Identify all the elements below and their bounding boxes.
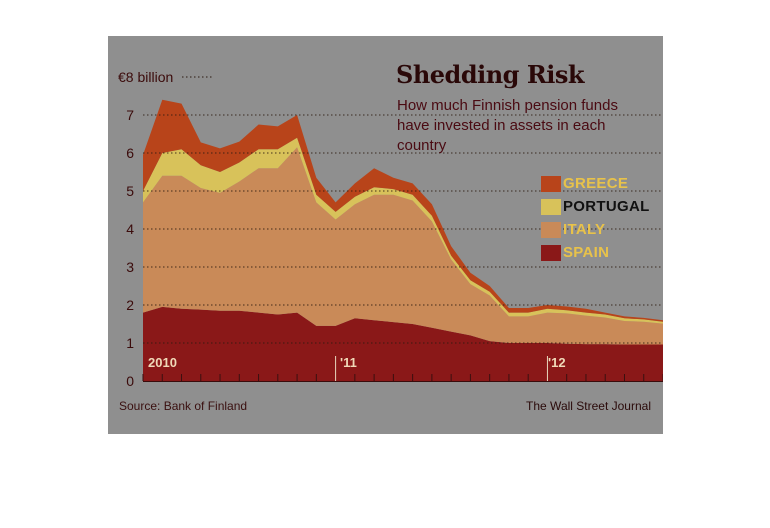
x-axis-line	[143, 381, 663, 382]
legend: GREECE PORTUGAL ITALY SPAIN	[541, 172, 650, 264]
x-tick-label-1: '11	[340, 355, 357, 370]
legend-label-greece: GREECE	[563, 175, 629, 192]
x-tick-label-0: 2010	[148, 355, 177, 370]
credit-note: The Wall Street Journal	[526, 399, 651, 413]
legend-item-portugal: PORTUGAL	[541, 195, 650, 218]
area-spain	[143, 306, 663, 381]
chart-svg: 0 1 2 3 4 5 6 7 €8 billion 2010 '11 '12	[118, 69, 663, 389]
chart-frame: 0 1 2 3 4 5 6 7 €8 billion 2010 '11 '12 Shedding R…	[108, 36, 663, 434]
legend-label-spain: SPAIN	[563, 244, 610, 261]
areas-layer	[143, 99, 663, 381]
y-tick-label-7: 7	[126, 107, 134, 123]
legend-swatch-spain	[541, 244, 561, 261]
y-tick-label-1: 1	[126, 335, 134, 351]
area-italy	[143, 147, 663, 345]
legend-label-portugal: PORTUGAL	[563, 198, 650, 215]
legend-swatch-portugal	[541, 198, 561, 215]
chart-title: Shedding Risk	[396, 60, 585, 89]
source-note: Source: Bank of Finland	[119, 399, 248, 413]
y-tick-label-4: 4	[126, 221, 134, 237]
chart-subtitle: How much Finnish pension funds have inve…	[397, 97, 618, 154]
legend-item-italy: ITALY	[541, 218, 650, 241]
y-tick-label-3: 3	[126, 259, 134, 275]
y-tick-label-5: 5	[126, 183, 134, 199]
gridlines-layer	[143, 76, 663, 344]
y-tick-labels: 0 1 2 3 4 5 6 7 €8 billion	[118, 69, 173, 389]
legend-item-spain: SPAIN	[541, 241, 650, 264]
x-axis-layer	[142, 356, 663, 382]
legend-swatch-italy	[541, 221, 561, 238]
y-tick-label-0: 0	[126, 373, 134, 389]
x-tick-label-2: '12	[548, 355, 566, 370]
y-tick-label-2: 2	[126, 297, 134, 313]
legend-swatch-greece	[541, 175, 561, 192]
legend-item-greece: GREECE	[541, 172, 650, 195]
y-tick-label-6: 6	[126, 145, 134, 161]
x-tick-labels: 2010 '11 '12	[148, 355, 566, 370]
y-tick-label-8: €8 billion	[118, 69, 173, 85]
legend-label-italy: ITALY	[563, 221, 606, 238]
